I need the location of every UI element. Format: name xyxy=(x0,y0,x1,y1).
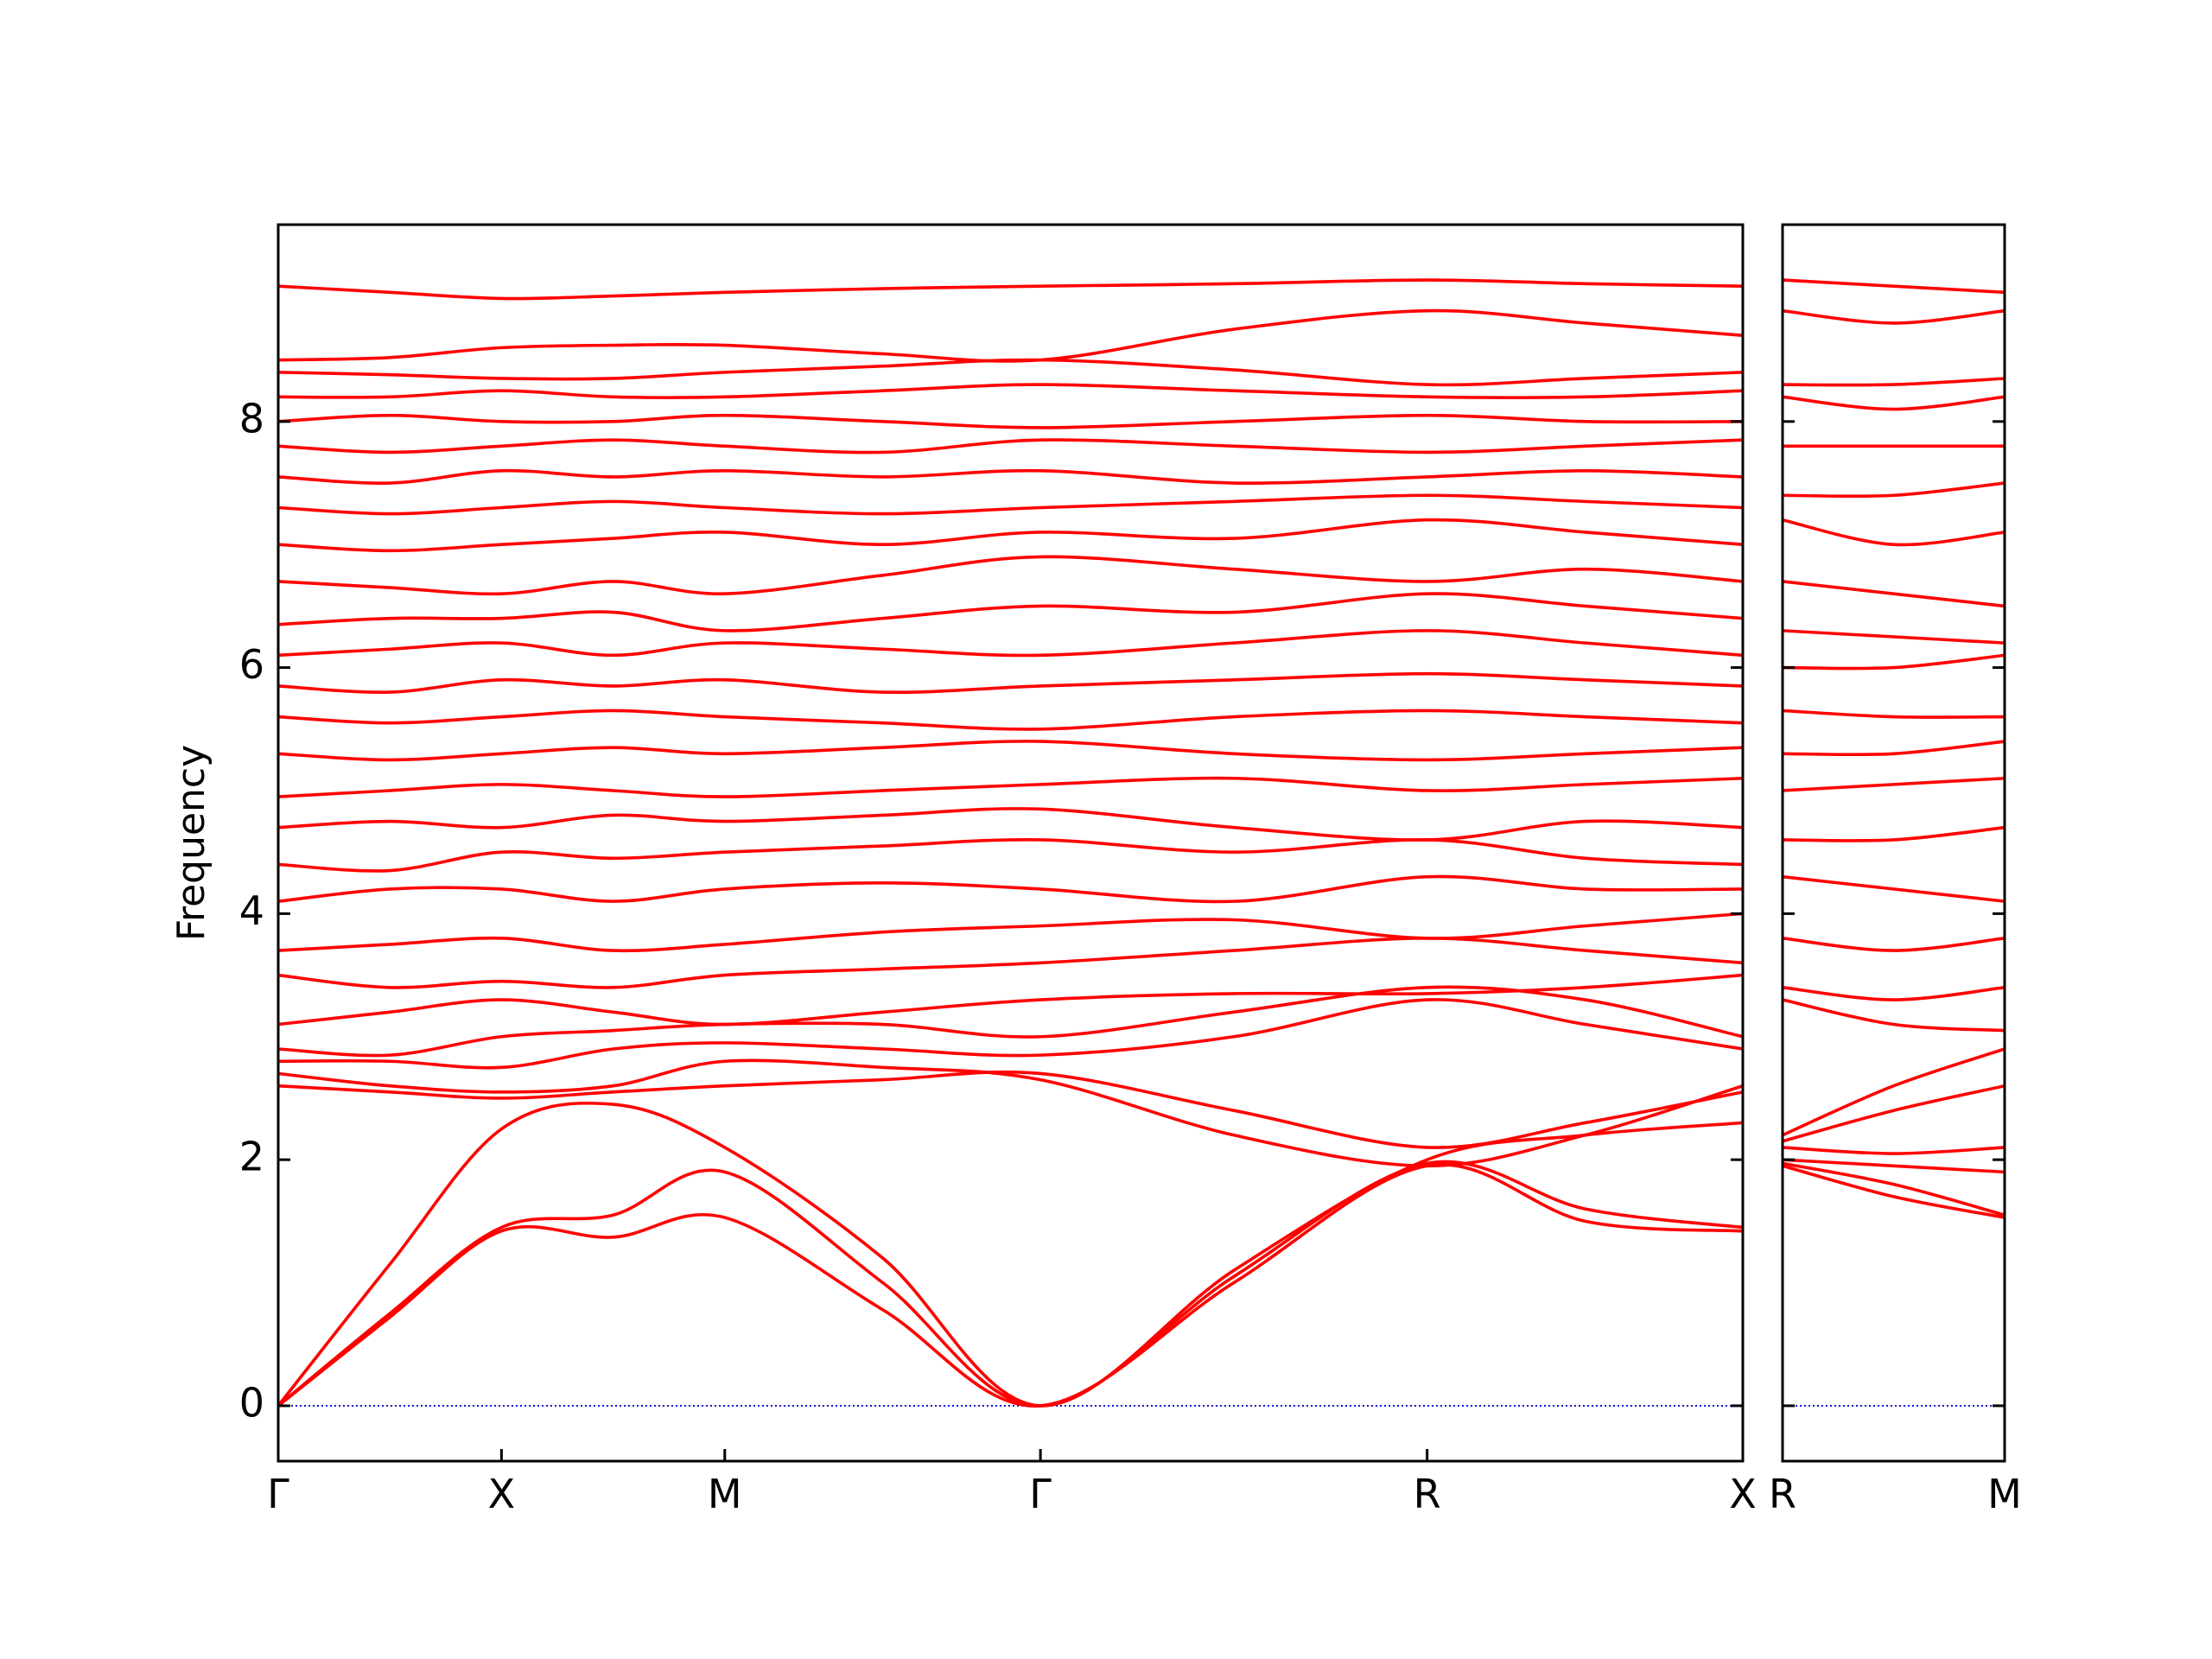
band-line xyxy=(278,998,1743,1070)
y-tick-label: 8 xyxy=(239,395,264,442)
band-line xyxy=(278,912,1743,953)
y-tick-label: 4 xyxy=(239,887,264,934)
band-line xyxy=(278,592,1743,632)
x-tick-label: M xyxy=(708,1471,742,1517)
band-line xyxy=(1783,653,2005,671)
bands xyxy=(278,278,1743,1408)
x-tick-label: R xyxy=(1414,1471,1441,1517)
axes-frame xyxy=(1781,223,2006,1463)
band-line xyxy=(278,973,1743,1027)
band-line xyxy=(1783,518,2005,547)
band-line xyxy=(1783,395,2005,411)
band-line xyxy=(278,413,1743,429)
band-line xyxy=(278,671,1743,695)
band-line xyxy=(278,468,1743,485)
band-line xyxy=(1783,1084,2005,1143)
band-line xyxy=(1783,937,2005,952)
band-line xyxy=(1783,629,2005,645)
band-line xyxy=(1783,740,2005,757)
band-line xyxy=(278,985,1743,1058)
y-tick-label: 2 xyxy=(239,1134,264,1180)
band-line xyxy=(278,937,1743,989)
x-tick-label: Γ xyxy=(1029,1471,1052,1517)
x-tick-label: X xyxy=(1729,1471,1757,1517)
band-line xyxy=(278,1163,1743,1408)
bands xyxy=(1783,278,2005,1219)
band-line xyxy=(278,278,1743,301)
band-line xyxy=(1783,998,2005,1033)
band-line xyxy=(278,1058,1743,1168)
band-line xyxy=(278,776,1743,798)
band-line xyxy=(1783,580,2005,608)
x-tick-label: M xyxy=(1987,1471,2022,1517)
band-line xyxy=(1783,986,2005,1001)
band-line xyxy=(278,709,1743,731)
x-tick-label: Γ xyxy=(267,1471,289,1517)
band-line xyxy=(1783,308,2005,325)
band-line xyxy=(278,740,1743,762)
band-line xyxy=(278,438,1743,454)
band-line xyxy=(278,837,1743,873)
band-line xyxy=(278,874,1743,904)
band-line xyxy=(1783,1047,2005,1137)
y-tick-label: 6 xyxy=(239,641,264,688)
band-line xyxy=(278,1070,1743,1149)
x-tick-label: R xyxy=(1769,1471,1796,1517)
band-line xyxy=(1783,1164,2005,1219)
band-line xyxy=(1783,377,2005,387)
band-line xyxy=(278,358,1743,387)
y-axis-label: Frequency xyxy=(169,745,213,941)
band-line xyxy=(278,1101,1743,1408)
band-line xyxy=(278,629,1743,658)
band-line xyxy=(1783,1146,2005,1155)
band-line xyxy=(278,383,1743,400)
band-line xyxy=(1783,709,2005,719)
y-tick-label: 0 xyxy=(239,1379,264,1426)
x-tick-label: X xyxy=(488,1471,516,1517)
band-line xyxy=(278,493,1743,516)
band-line xyxy=(1783,278,2005,295)
band-line xyxy=(278,308,1743,363)
band-line xyxy=(1783,776,2005,792)
axes-frame xyxy=(276,223,1745,1463)
band-line xyxy=(278,555,1743,596)
band-line xyxy=(1783,825,2005,842)
band-line xyxy=(1783,1158,2005,1174)
band-line xyxy=(278,807,1743,842)
band-line xyxy=(1783,874,2005,903)
band-line xyxy=(278,1160,1743,1408)
band-line xyxy=(1783,481,2005,499)
band-line xyxy=(1783,1161,2005,1217)
band-line xyxy=(278,518,1743,553)
